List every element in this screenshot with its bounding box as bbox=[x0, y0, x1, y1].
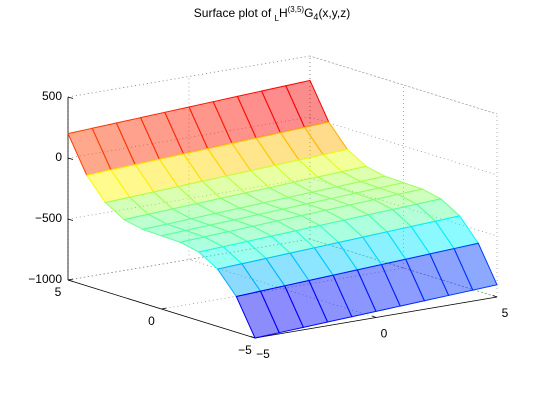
grid-line bbox=[309, 238, 498, 298]
x-tick-label: 0 bbox=[381, 327, 388, 341]
z-tick-label: 500 bbox=[42, 89, 62, 103]
grid-line bbox=[188, 259, 377, 318]
y-tick bbox=[161, 307, 167, 310]
z-tick bbox=[67, 218, 74, 221]
surface-cell bbox=[235, 290, 280, 339]
grid-line bbox=[67, 116, 311, 159]
title-part: G bbox=[304, 6, 313, 20]
grid-line bbox=[309, 116, 498, 176]
title-part: 4 bbox=[313, 12, 318, 22]
grid-line bbox=[67, 55, 311, 98]
title-part: (x,y,z) bbox=[318, 6, 350, 20]
title-part: (3,5) bbox=[288, 5, 305, 14]
grid-line bbox=[67, 177, 311, 220]
x-tick bbox=[492, 295, 498, 298]
grid-line bbox=[161, 267, 404, 310]
x-tick-label: 5 bbox=[502, 306, 509, 320]
y-tick-label: −5 bbox=[238, 343, 252, 357]
z-tick-label: −500 bbox=[35, 211, 62, 225]
box-edge bbox=[309, 55, 498, 115]
z-tick bbox=[67, 157, 74, 160]
grid-line bbox=[309, 238, 498, 298]
y-tick-label: 0 bbox=[148, 314, 155, 328]
z-tick-label: 0 bbox=[55, 150, 62, 164]
x-tick bbox=[371, 315, 377, 318]
chart-title: Surface plot of LH(3,5)G4(x,y,z) bbox=[194, 5, 350, 23]
grid-line bbox=[67, 238, 311, 281]
title-part: Surface plot of bbox=[194, 6, 275, 20]
grid-line bbox=[309, 177, 498, 237]
y-tick-label: 5 bbox=[55, 285, 62, 299]
grid-line bbox=[309, 55, 498, 115]
x-tick-label: −5 bbox=[256, 347, 270, 361]
title-part: L bbox=[275, 14, 280, 23]
title-part: H bbox=[279, 6, 288, 20]
z-tick bbox=[67, 96, 74, 99]
z-tick bbox=[67, 279, 74, 282]
x-tick bbox=[250, 336, 256, 339]
z-tick-label: −1000 bbox=[28, 272, 62, 286]
